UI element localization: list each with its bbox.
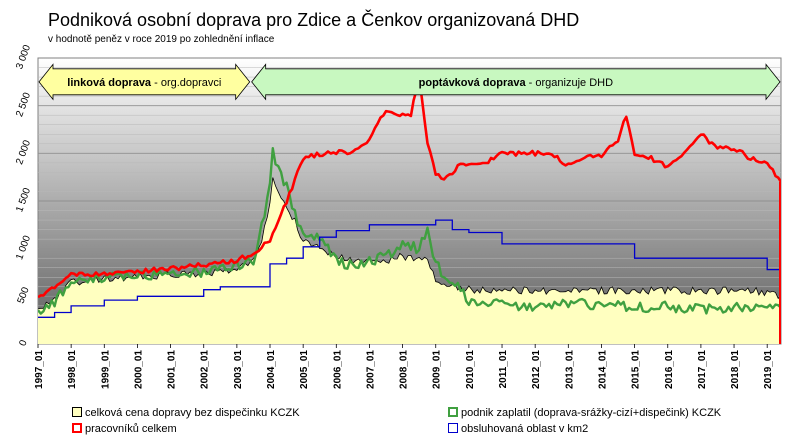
legend-item-company-paid: podnik zaplatil (doprava-srážky-cizí+dis… — [448, 407, 721, 419]
x-tick-label: 2003_01 — [233, 350, 244, 389]
legend-item-total-cost: celková cena dopravy bez dispečinku KCZK — [72, 407, 300, 419]
x-tick-label: 2001_01 — [167, 350, 178, 389]
x-tick-label: 2017_01 — [697, 350, 708, 389]
annotation-arrow-demand-transport — [251, 63, 781, 101]
legend-label-company-paid: podnik zaplatil (doprava-srážky-cizí+dis… — [461, 407, 722, 419]
series-company-paid — [38, 147, 781, 315]
chart-title: Podniková osobní doprava pro Zdice a Čen… — [48, 10, 580, 30]
x-tick-label: 2012_01 — [531, 350, 542, 389]
legend-label-area: obsluhovaná oblast v km2 — [461, 423, 589, 435]
x-tick-label: 2016_01 — [664, 350, 675, 389]
legend-swatch-total-cost — [72, 407, 82, 417]
annotation-arrow-line-transport — [38, 63, 251, 101]
x-tick-label: 2019_01 — [763, 350, 774, 389]
legend-swatch-company-paid — [448, 407, 458, 417]
x-tick-label: 1998_01 — [67, 350, 78, 389]
legend-label-workers: pracovníků celkem — [85, 423, 177, 435]
legend-label-total-cost: celková cena dopravy bez dispečinku KCZK — [85, 407, 300, 419]
x-tick-label: 2009_01 — [432, 350, 443, 389]
x-tick-label: 2015_01 — [631, 350, 642, 389]
x-tick-label: 2000_01 — [133, 350, 144, 389]
series-area-km2 — [38, 219, 781, 318]
x-tick-label: 2008_01 — [399, 350, 410, 389]
x-tick-label: 2006_01 — [332, 350, 343, 389]
x-tick-label: 2005_01 — [299, 350, 310, 389]
x-tick-label: 2002_01 — [200, 350, 211, 389]
y-tick-label: 3 000 — [14, 43, 33, 71]
x-tick-label: 2013_01 — [564, 350, 575, 389]
x-tick-label: 2014_01 — [597, 350, 608, 389]
x-tick-label: 2007_01 — [365, 350, 376, 389]
x-tick-label: 2011_01 — [498, 350, 509, 389]
x-tick-label: 2010_01 — [465, 350, 476, 389]
x-tick-label: 1997_01 — [34, 350, 45, 389]
x-tick-label: 2004_01 — [266, 350, 277, 389]
y-tick-label: 1 500 — [14, 186, 33, 214]
legend-swatch-workers — [72, 423, 82, 433]
annotation-label-line-transport: linková doprava - org.dopravci — [67, 77, 221, 89]
x-tick-label: 1999_01 — [100, 350, 111, 389]
legend-item-area: obsluhovaná oblast v km2 — [448, 423, 588, 435]
legend-item-workers: pracovníků celkem — [72, 423, 177, 435]
series-workers — [38, 76, 781, 299]
y-tick-label: 2 000 — [14, 138, 33, 166]
x-tick-label: 2018_01 — [730, 350, 741, 389]
y-tick-label: 500 — [16, 285, 32, 305]
y-tick-label: 2 500 — [14, 91, 33, 119]
y-tick-label: 1 000 — [14, 234, 33, 262]
y-tick-label: 0 — [18, 338, 30, 347]
chart-subtitle: v hodnotě peněz v roce 2019 po zohledněn… — [48, 34, 275, 45]
annotation-label-demand-transport: poptávková doprava - organizuje DHD — [419, 77, 613, 89]
legend-swatch-area — [448, 423, 458, 433]
